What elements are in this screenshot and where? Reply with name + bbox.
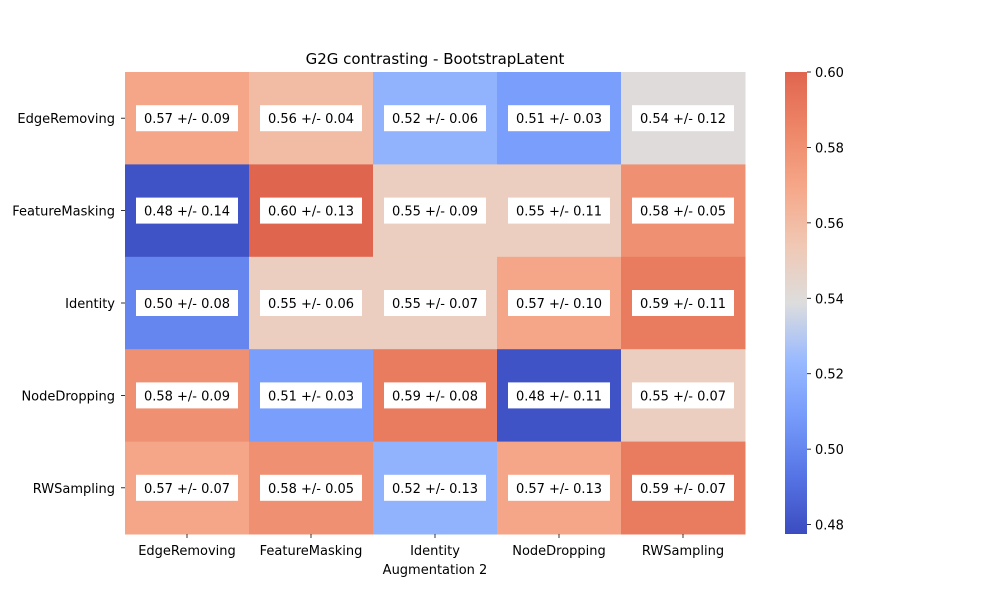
y-tick-label: Identity (65, 297, 115, 312)
cell-label-box (508, 105, 610, 132)
cell-label-box (260, 197, 362, 224)
x-tick-label: FeatureMasking (260, 544, 363, 559)
cell-value-label: 0.58 +/- 0.09 (144, 389, 230, 404)
cell-value-label: 0.56 +/- 0.04 (268, 112, 354, 127)
cell-label-box (508, 290, 610, 316)
cell-value-label: 0.59 +/- 0.07 (640, 482, 726, 497)
cell-value-label: 0.48 +/- 0.11 (516, 389, 602, 404)
cell-value-label: 0.52 +/- 0.13 (392, 482, 478, 497)
cell-value-label: 0.58 +/- 0.05 (640, 205, 726, 220)
cell-value-label: 0.60 +/- 0.13 (268, 205, 354, 220)
cell-label-box (384, 474, 486, 501)
cell-label-box (384, 105, 486, 132)
cell-label-box (632, 290, 734, 316)
y-tick-label: RWSampling (33, 482, 115, 497)
cell-label-box (384, 290, 486, 316)
x-axis-label: Augmentation 2 (383, 563, 488, 578)
colorbar-tick-label: 0.50 (815, 443, 844, 458)
cell-label-box (384, 382, 486, 409)
cell-label-box (632, 474, 734, 501)
cell-label-box (384, 197, 486, 224)
x-tick-label: RWSampling (642, 544, 724, 559)
cell-value-label: 0.59 +/- 0.08 (392, 389, 478, 404)
cell-label-box (508, 382, 610, 409)
cell-value-label: 0.57 +/- 0.09 (144, 112, 230, 127)
cell-label-box (508, 197, 610, 224)
heatmap-cell-labels: 0.57 +/- 0.09 0.56 +/- 0.04 0.52 +/- 0.06 0… (136, 105, 734, 501)
cell-value-label: 0.55 +/- 0.06 (268, 297, 354, 312)
cell-value-label: 0.54 +/- 0.12 (640, 112, 726, 127)
y-tick-label: EdgeRemoving (17, 112, 115, 127)
cell-label-box (260, 105, 362, 132)
cell-value-label: 0.48 +/- 0.14 (144, 205, 230, 220)
colorbar (785, 72, 807, 534)
cell-label-box (136, 197, 238, 224)
cell-label-box (136, 105, 238, 132)
cell-value-label: 0.51 +/- 0.03 (268, 389, 354, 404)
cell-label-box (260, 290, 362, 316)
x-tick-label: NodeDropping (512, 544, 606, 559)
cell-value-label: 0.51 +/- 0.03 (516, 112, 602, 127)
y-tick-label: NodeDropping (21, 389, 115, 404)
cell-value-label: 0.52 +/- 0.06 (392, 112, 478, 127)
x-tick-label: EdgeRemoving (138, 544, 236, 559)
cell-value-label: 0.55 +/- 0.07 (392, 297, 478, 312)
colorbar-tick-label: 0.60 (815, 66, 844, 81)
cell-value-label: 0.57 +/- 0.07 (144, 482, 230, 497)
cell-value-label: 0.57 +/- 0.13 (516, 482, 602, 497)
y-axis-ticks: EdgeRemoving FeatureMasking Identity NodeDr… (12, 112, 125, 497)
colorbar-tick-label: 0.52 (815, 368, 844, 383)
cell-label-box (136, 290, 238, 316)
cell-value-label: 0.55 +/- 0.07 (640, 389, 726, 404)
x-tick-label: Identity (410, 544, 460, 559)
cell-label-box (260, 382, 362, 409)
colorbar-tick-label: 0.54 (815, 292, 844, 307)
cell-label-box (136, 474, 238, 501)
colorbar-ticks: 0.48 0.50 0.52 0.54 0.56 0.58 0.60 (807, 66, 844, 534)
cell-value-label: 0.55 +/- 0.11 (516, 205, 602, 220)
y-tick-label: FeatureMasking (12, 205, 115, 220)
colorbar-tick-label: 0.58 (815, 141, 844, 156)
cell-label-box (508, 474, 610, 501)
cell-label-box (632, 105, 734, 132)
cell-value-label: 0.50 +/- 0.08 (144, 297, 230, 312)
cell-label-box (136, 382, 238, 409)
cell-value-label: 0.57 +/- 0.10 (516, 297, 602, 312)
cell-label-box (632, 382, 734, 409)
cell-value-label: 0.55 +/- 0.09 (392, 205, 478, 220)
colorbar-tick-label: 0.48 (815, 519, 844, 534)
cell-value-label: 0.58 +/- 0.05 (268, 482, 354, 497)
chart-title: G2G contrasting - BootstrapLatent (306, 50, 565, 68)
cell-value-label: 0.59 +/- 0.11 (640, 297, 726, 312)
cell-label-box (260, 474, 362, 501)
cell-label-box (632, 197, 734, 224)
x-axis-ticks: EdgeRemoving FeatureMasking Identity NodeDr… (138, 534, 724, 559)
colorbar-tick-label: 0.56 (815, 217, 844, 232)
